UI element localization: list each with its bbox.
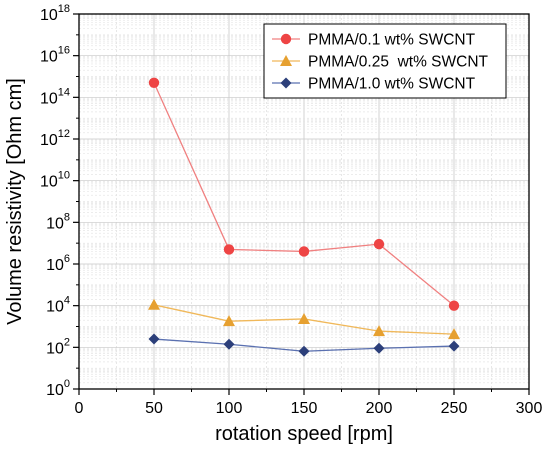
y-tick-label: 1018	[40, 3, 70, 24]
data-point	[298, 246, 310, 257]
x-tick-label: 50	[145, 400, 163, 417]
data-point	[223, 244, 235, 255]
y-tick-label: 106	[46, 253, 70, 274]
x-tick-label: 0	[75, 400, 84, 417]
legend-label: PMMA/0.1 wt% SWCNT	[308, 32, 476, 49]
data-point	[373, 342, 385, 354]
legend-label: PMMA/1.0 wt% SWCNT	[308, 76, 476, 93]
data-point	[373, 238, 385, 250]
y-tick-label: 108	[46, 211, 70, 232]
x-tick-label: 200	[366, 400, 393, 417]
y-tick-label: 102	[46, 336, 70, 357]
x-tick-label: 300	[516, 400, 543, 417]
legend: PMMA/0.1 wt% SWCNT PMMA/0.25 wt% SWCNT PMM…	[263, 23, 507, 99]
y-tick-label: 1010	[40, 170, 70, 191]
legend-marker	[280, 55, 292, 66]
data-point	[148, 298, 160, 310]
data-point	[148, 333, 160, 345]
x-tick-label: 250	[441, 400, 468, 417]
data-point	[448, 300, 460, 311]
x-tick-label: 150	[291, 400, 318, 417]
y-tick-label: 100	[46, 378, 70, 399]
data-point	[373, 325, 385, 337]
y-tick-label: 1012	[40, 128, 70, 149]
data-point	[448, 340, 460, 352]
axes: 0 50 100 150 200 250 300 100 102 104 106 108 1010 101…	[40, 3, 542, 417]
legend-box	[263, 23, 507, 99]
data-point	[148, 77, 160, 88]
data-point	[223, 315, 235, 327]
series-2	[148, 298, 460, 340]
series-3	[148, 333, 460, 357]
y-tick-label: 1014	[40, 86, 70, 107]
series-1	[148, 77, 460, 311]
legend-marker	[280, 77, 292, 89]
data-point	[298, 345, 310, 357]
legend-label: PMMA/0.25 wt% SWCNT	[308, 54, 489, 71]
x-tick-label: 100	[216, 400, 243, 417]
y-axis-title: Volume resistivity [Ohm cm]	[4, 78, 26, 325]
plot-series	[148, 77, 460, 357]
y-tick-label: 1016	[40, 45, 70, 66]
legend-marker	[280, 33, 292, 45]
data-point	[448, 328, 460, 340]
data-point	[223, 338, 235, 350]
x-axis-title: rotation speed [rpm]	[215, 423, 393, 445]
y-tick-label: 104	[46, 295, 70, 316]
data-point	[298, 312, 310, 324]
